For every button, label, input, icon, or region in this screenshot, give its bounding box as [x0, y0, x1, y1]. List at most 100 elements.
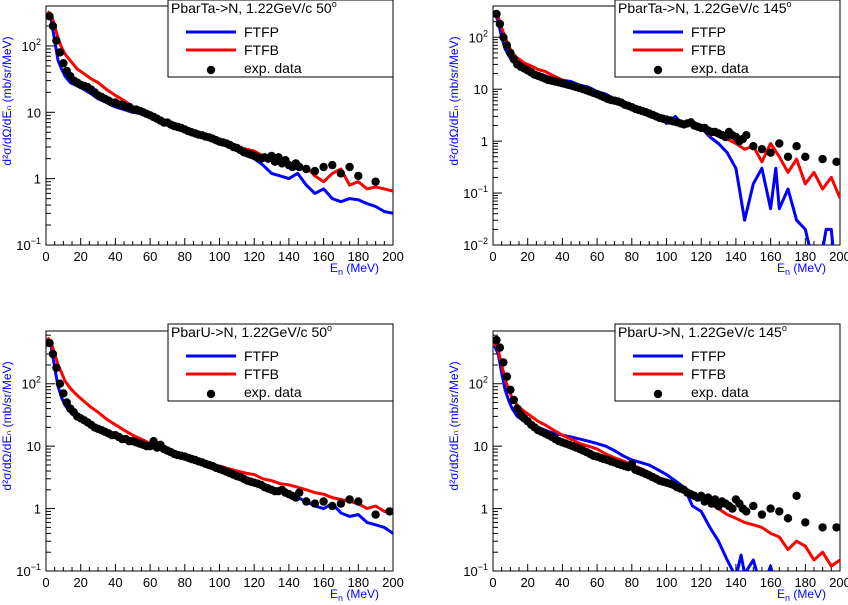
data-point	[319, 497, 328, 506]
data-point	[493, 9, 501, 19]
data-point	[775, 139, 784, 148]
x-tick-label: 80	[178, 249, 192, 264]
y-axis-label: d²σ/dΩ/dEₙ (mb/sr/MeV)	[447, 36, 461, 165]
legend-swatch-exp-data	[206, 65, 216, 75]
y-tick-label: 1	[34, 502, 41, 517]
x-axis-label: En (MeV)	[330, 261, 379, 277]
y-tick-label: 10	[474, 439, 488, 454]
y-tick-label: 10−2	[463, 236, 488, 253]
data-point	[149, 437, 158, 446]
x-tick-label: 120	[243, 575, 265, 590]
legend-label: FTFP	[244, 24, 279, 40]
data-point	[62, 398, 71, 407]
data-point	[55, 48, 65, 57]
data-point	[336, 499, 346, 508]
y-tick-label: 10−1	[463, 184, 488, 201]
chart-panel-3: 0 20 40 60 80 100 120 140 160 180 200 10−1 1 10 102 d²σ…	[0, 323, 404, 603]
data-point	[385, 507, 393, 516]
x-tick-label: 140	[278, 249, 300, 264]
data-point	[354, 171, 363, 181]
data-point	[766, 148, 775, 157]
legend-label: exp. data	[244, 60, 302, 76]
data-point	[46, 338, 54, 348]
x-tick-label: 120	[690, 249, 712, 264]
data-point	[328, 160, 337, 170]
data-point	[345, 495, 354, 504]
y-tick-label: 102	[469, 375, 488, 392]
x-tick-label: 160	[313, 575, 335, 590]
x-tick-label: 0	[489, 575, 496, 590]
data-point	[818, 154, 827, 164]
y-axis-label: d²σ/dΩ/dEₙ (mb/sr/MeV)	[0, 36, 14, 165]
x-tick-label: 180	[347, 575, 369, 590]
y-tick-label: 1	[481, 502, 488, 517]
x-tick-label: 60	[143, 575, 157, 590]
x-tick-label: 20	[520, 249, 534, 264]
legend-swatch-exp-data	[653, 389, 663, 399]
data-point	[302, 164, 311, 174]
data-point	[801, 152, 810, 161]
legend-label: FTFB	[691, 366, 726, 382]
data-point	[506, 385, 515, 394]
y-tick-label: 1	[481, 134, 488, 149]
data-point	[710, 495, 720, 504]
data-point	[749, 501, 758, 511]
data-point	[302, 497, 311, 506]
x-tick-label: 40	[555, 575, 569, 590]
x-tick-label: 40	[108, 249, 122, 264]
x-tick-label: 160	[760, 249, 782, 264]
data-point	[832, 157, 840, 166]
x-tick-label: 200	[382, 249, 404, 264]
x-tick-label: 100	[656, 249, 678, 264]
data-point	[59, 389, 68, 398]
data-point	[354, 497, 363, 506]
x-axis-label: En (MeV)	[777, 587, 826, 603]
data-point	[818, 523, 827, 532]
x-tick-label: 60	[590, 249, 604, 264]
data-point	[310, 499, 320, 508]
y-axis-label: d²σ/dΩ/dEₙ (mb/sr/MeV)	[0, 361, 14, 490]
chart-panel-2: 0 20 40 60 80 100 120 140 160 180 200 10−2 10−1 1 10 10…	[447, 0, 848, 277]
x-tick-label: 60	[590, 575, 604, 590]
data-point	[52, 363, 61, 372]
data-point	[509, 395, 518, 405]
data-point	[792, 491, 801, 500]
y-tick-label: 1	[34, 172, 41, 187]
data-point	[728, 504, 737, 513]
data-point	[775, 507, 784, 516]
data-point	[766, 504, 775, 513]
data-point	[48, 21, 58, 31]
data-point	[328, 501, 337, 511]
y-tick-label: 102	[22, 375, 41, 392]
x-tick-label: 80	[625, 575, 639, 590]
data-point	[274, 153, 283, 162]
legend-title: PbarTa->N, 1.22GeV/c 50o	[171, 0, 337, 16]
x-tick-label: 160	[313, 249, 335, 264]
legend-box	[167, 0, 394, 78]
data-point	[506, 48, 515, 58]
x-tick-label: 140	[725, 249, 747, 264]
x-tick-label: 100	[656, 575, 678, 590]
data-point	[319, 162, 328, 172]
data-point	[295, 488, 304, 497]
data-point	[792, 142, 801, 151]
data-point	[742, 507, 751, 516]
legend-label: FTFP	[244, 348, 279, 364]
data-point	[499, 33, 508, 42]
x-tick-label: 20	[520, 575, 534, 590]
legend-label: FTFP	[691, 24, 726, 40]
data-point	[48, 349, 58, 359]
data-point	[493, 335, 501, 345]
x-tick-label: 80	[625, 249, 639, 264]
legend-label: exp. data	[691, 60, 749, 76]
legend-label: FTFB	[244, 42, 279, 58]
legend-label: exp. data	[244, 384, 302, 400]
plot-area	[493, 335, 840, 571]
y-tick-label: 10	[27, 105, 41, 120]
plot-area	[493, 9, 840, 245]
x-tick-label: 0	[42, 575, 49, 590]
data-point	[832, 523, 840, 532]
y-tick-label: 102	[22, 37, 41, 54]
y-tick-label: 10−1	[463, 562, 488, 579]
data-point	[371, 177, 380, 186]
